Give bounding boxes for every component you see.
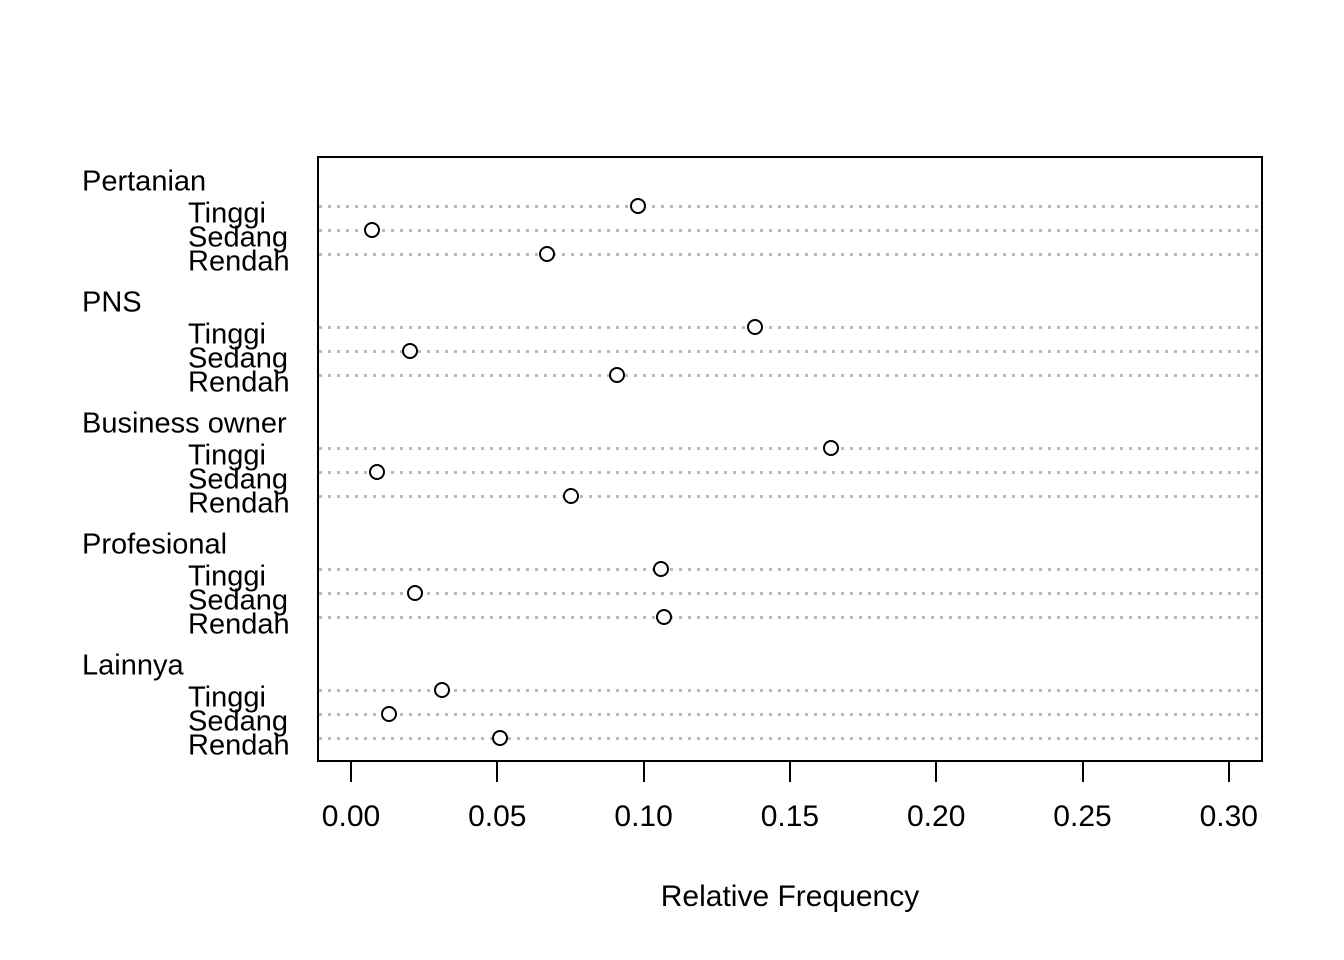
- x-tick-label: 0.20: [906, 800, 966, 833]
- item-label: Tinggi: [188, 681, 266, 714]
- data-point: [381, 706, 397, 723]
- x-tick-label: 0.30: [1199, 800, 1258, 833]
- gridline: [319, 446, 1261, 450]
- group-label: Pertanian: [82, 165, 207, 198]
- item-label: Tinggi: [188, 560, 266, 593]
- gridline: [319, 567, 1261, 571]
- x-tick-label: 0.00: [321, 800, 381, 833]
- data-point: [369, 464, 386, 481]
- x-tick-mark: [935, 762, 938, 782]
- item-label: Sedang: [188, 584, 288, 617]
- x-tick-label: 0.15: [760, 800, 820, 833]
- gridline: [319, 253, 1261, 257]
- gridline: [319, 495, 1261, 499]
- gridline: [319, 688, 1261, 692]
- gridline: [319, 374, 1261, 378]
- x-axis-title: Relative Frequency: [660, 880, 920, 913]
- x-tick-mark: [496, 762, 499, 782]
- item-label: Sedang: [188, 342, 288, 375]
- data-point: [656, 609, 673, 626]
- gridline: [319, 204, 1261, 208]
- item-label: Rendah: [188, 366, 290, 399]
- x-tick-label: 0.05: [468, 800, 527, 833]
- data-point: [539, 246, 555, 263]
- data-point: [653, 560, 670, 577]
- item-label: Sedang: [188, 463, 288, 496]
- gridline: [319, 325, 1261, 329]
- item-label: Rendah: [188, 608, 290, 641]
- data-point: [401, 343, 418, 360]
- gridline: [319, 737, 1261, 741]
- data-point: [562, 488, 579, 505]
- data-point: [363, 222, 380, 239]
- gridline: [319, 592, 1261, 596]
- data-point: [407, 585, 424, 602]
- x-tick-label: 0.10: [614, 800, 673, 833]
- item-label: Rendah: [188, 245, 290, 278]
- gridline: [319, 471, 1261, 475]
- gridline: [319, 350, 1261, 354]
- item-label: Sedang: [188, 221, 288, 254]
- x-tick-mark: [350, 762, 352, 782]
- group-label: Business owner: [82, 407, 287, 440]
- group-label: Profesional: [82, 528, 228, 561]
- gridline: [319, 229, 1261, 233]
- x-tick-mark: [788, 762, 791, 782]
- x-tick-label: 0.25: [1053, 800, 1112, 833]
- data-point: [492, 730, 509, 747]
- x-tick-mark: [642, 762, 645, 782]
- group-label: PNS: [82, 286, 142, 319]
- data-point: [629, 197, 646, 214]
- item-label: Rendah: [188, 729, 290, 762]
- x-tick-mark: [1081, 762, 1084, 782]
- item-label: Rendah: [188, 487, 290, 520]
- group-label: Lainnya: [82, 649, 184, 682]
- item-label: Tinggi: [188, 318, 266, 351]
- gridline: [319, 616, 1261, 620]
- gridline: [319, 713, 1261, 717]
- item-label: Tinggi: [188, 439, 266, 472]
- item-label: Tinggi: [188, 197, 266, 230]
- data-point: [433, 681, 450, 698]
- x-tick-mark: [1227, 762, 1230, 782]
- data-point: [609, 367, 626, 384]
- item-label: Sedang: [188, 705, 288, 738]
- data-point: [746, 318, 763, 335]
- plot-panel: [317, 156, 1263, 762]
- data-point: [822, 439, 839, 456]
